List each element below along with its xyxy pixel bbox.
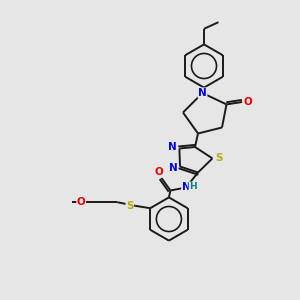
Text: S: S bbox=[126, 201, 134, 211]
Text: O: O bbox=[154, 167, 163, 177]
Text: N: N bbox=[198, 88, 207, 98]
Text: H: H bbox=[189, 182, 196, 191]
Text: S: S bbox=[215, 153, 223, 164]
Text: N: N bbox=[169, 163, 178, 173]
Text: O: O bbox=[77, 197, 85, 207]
Text: N: N bbox=[182, 182, 190, 193]
Text: O: O bbox=[244, 97, 253, 107]
Text: N: N bbox=[168, 142, 177, 152]
